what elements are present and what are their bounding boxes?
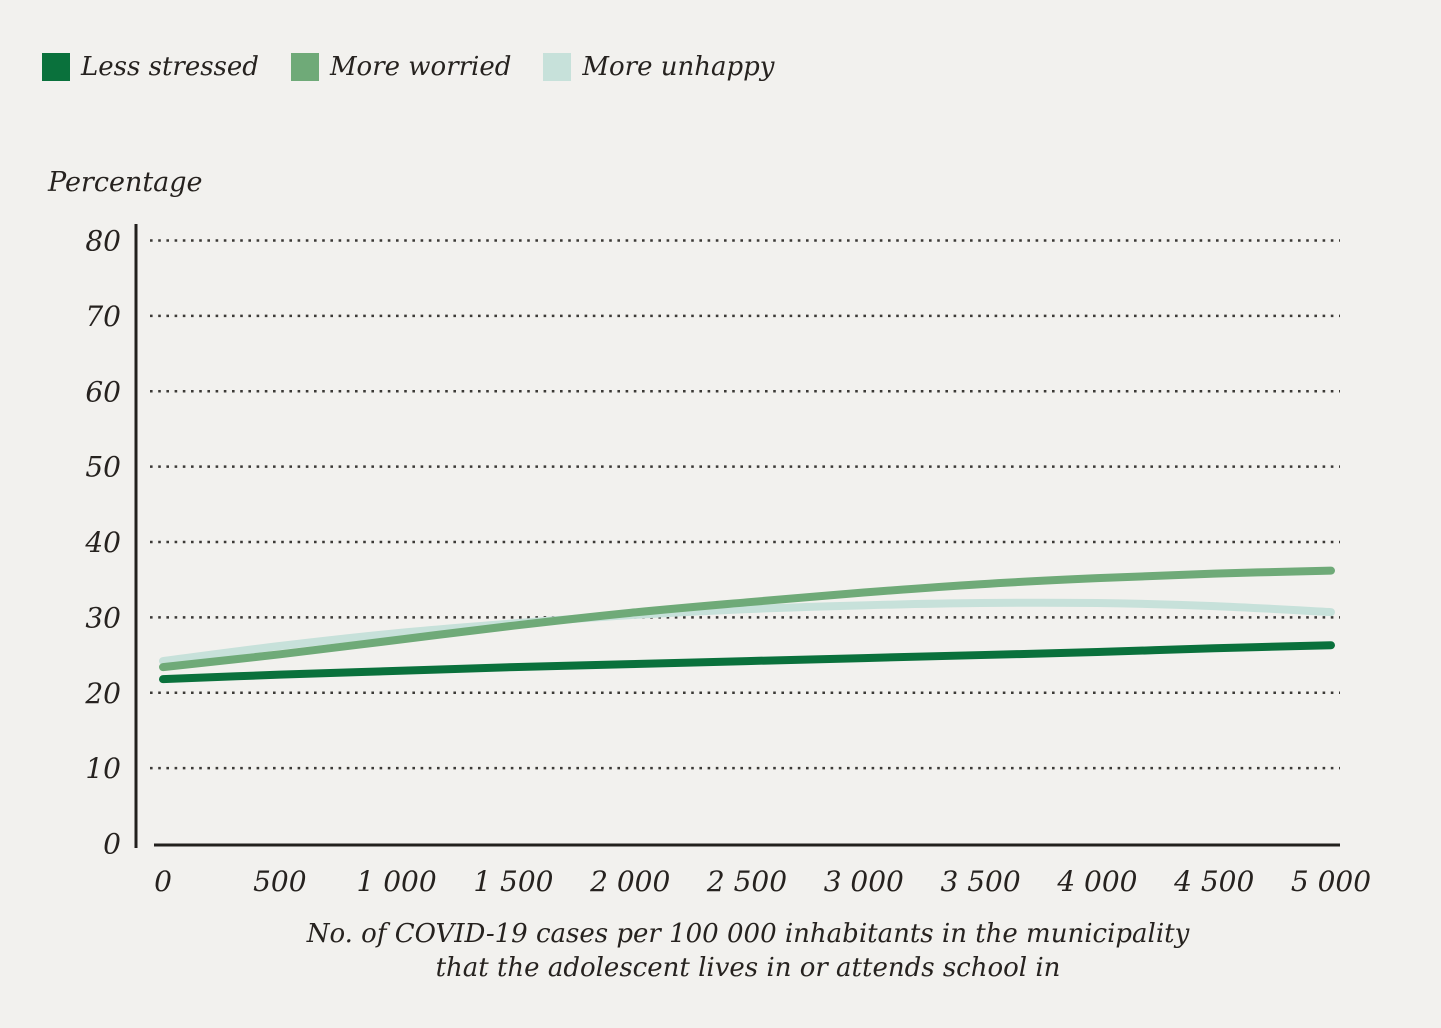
legend-label-more-unhappy: More unhappy — [582, 52, 775, 82]
x-tick-label: 500 — [253, 865, 306, 898]
x-axis-title: No. of COVID-19 cases per 100 000 inhabi… — [155, 918, 1341, 986]
y-tick-label: 80 — [85, 225, 121, 258]
legend-swatch-more-worried — [290, 53, 319, 81]
y-tick-label: 0 — [103, 828, 121, 861]
x-axis-title-line1: No. of COVID-19 cases per 100 000 inhabi… — [306, 919, 1190, 949]
x-axis-title-line2: that the adolescent lives in or attends … — [435, 952, 1061, 983]
y-tick-label: 70 — [85, 300, 121, 333]
y-axis-title: Percentage — [48, 167, 203, 198]
series-line-less-stressed — [159, 641, 1335, 684]
series-line-more-worried — [159, 566, 1335, 672]
legend-item-more-unhappy: More unhappy — [543, 52, 774, 82]
legend: Less stressed More worried More unhappy — [42, 52, 774, 82]
x-tick-label: 3 000 — [824, 865, 904, 898]
x-tick-label: 1 500 — [473, 865, 553, 898]
y-tick-label: 40 — [84, 526, 121, 559]
y-tick-label: 10 — [85, 752, 121, 785]
x-tick-label: 4 500 — [1173, 865, 1254, 898]
series-line-more-unhappy — [159, 598, 1335, 666]
x-tick-label: 1 000 — [357, 865, 437, 898]
x-tick-label: 4 000 — [1056, 865, 1137, 898]
legend-swatch-less-stressed — [42, 53, 70, 81]
x-tick-label: 3 500 — [941, 865, 1021, 898]
legend-item-less-stressed: Less stressed — [42, 52, 259, 82]
x-tick-label: 5 000 — [1291, 865, 1371, 898]
legend-label-less-stressed: Less stressed — [81, 52, 259, 82]
x-tick-label: 0 — [154, 865, 172, 898]
y-tick-label: 60 — [85, 375, 121, 408]
legend-label-more-worried: More worried — [329, 52, 512, 82]
y-tick-label: 20 — [84, 677, 121, 710]
legend-item-more-worried: More worried — [290, 52, 512, 82]
legend-swatch-more-unhappy — [543, 53, 572, 81]
x-tick-label: 2 000 — [589, 865, 670, 898]
y-tick-label: 50 — [85, 451, 121, 484]
y-tick-label: 30 — [85, 601, 121, 634]
x-tick-label: 2 500 — [706, 865, 787, 898]
